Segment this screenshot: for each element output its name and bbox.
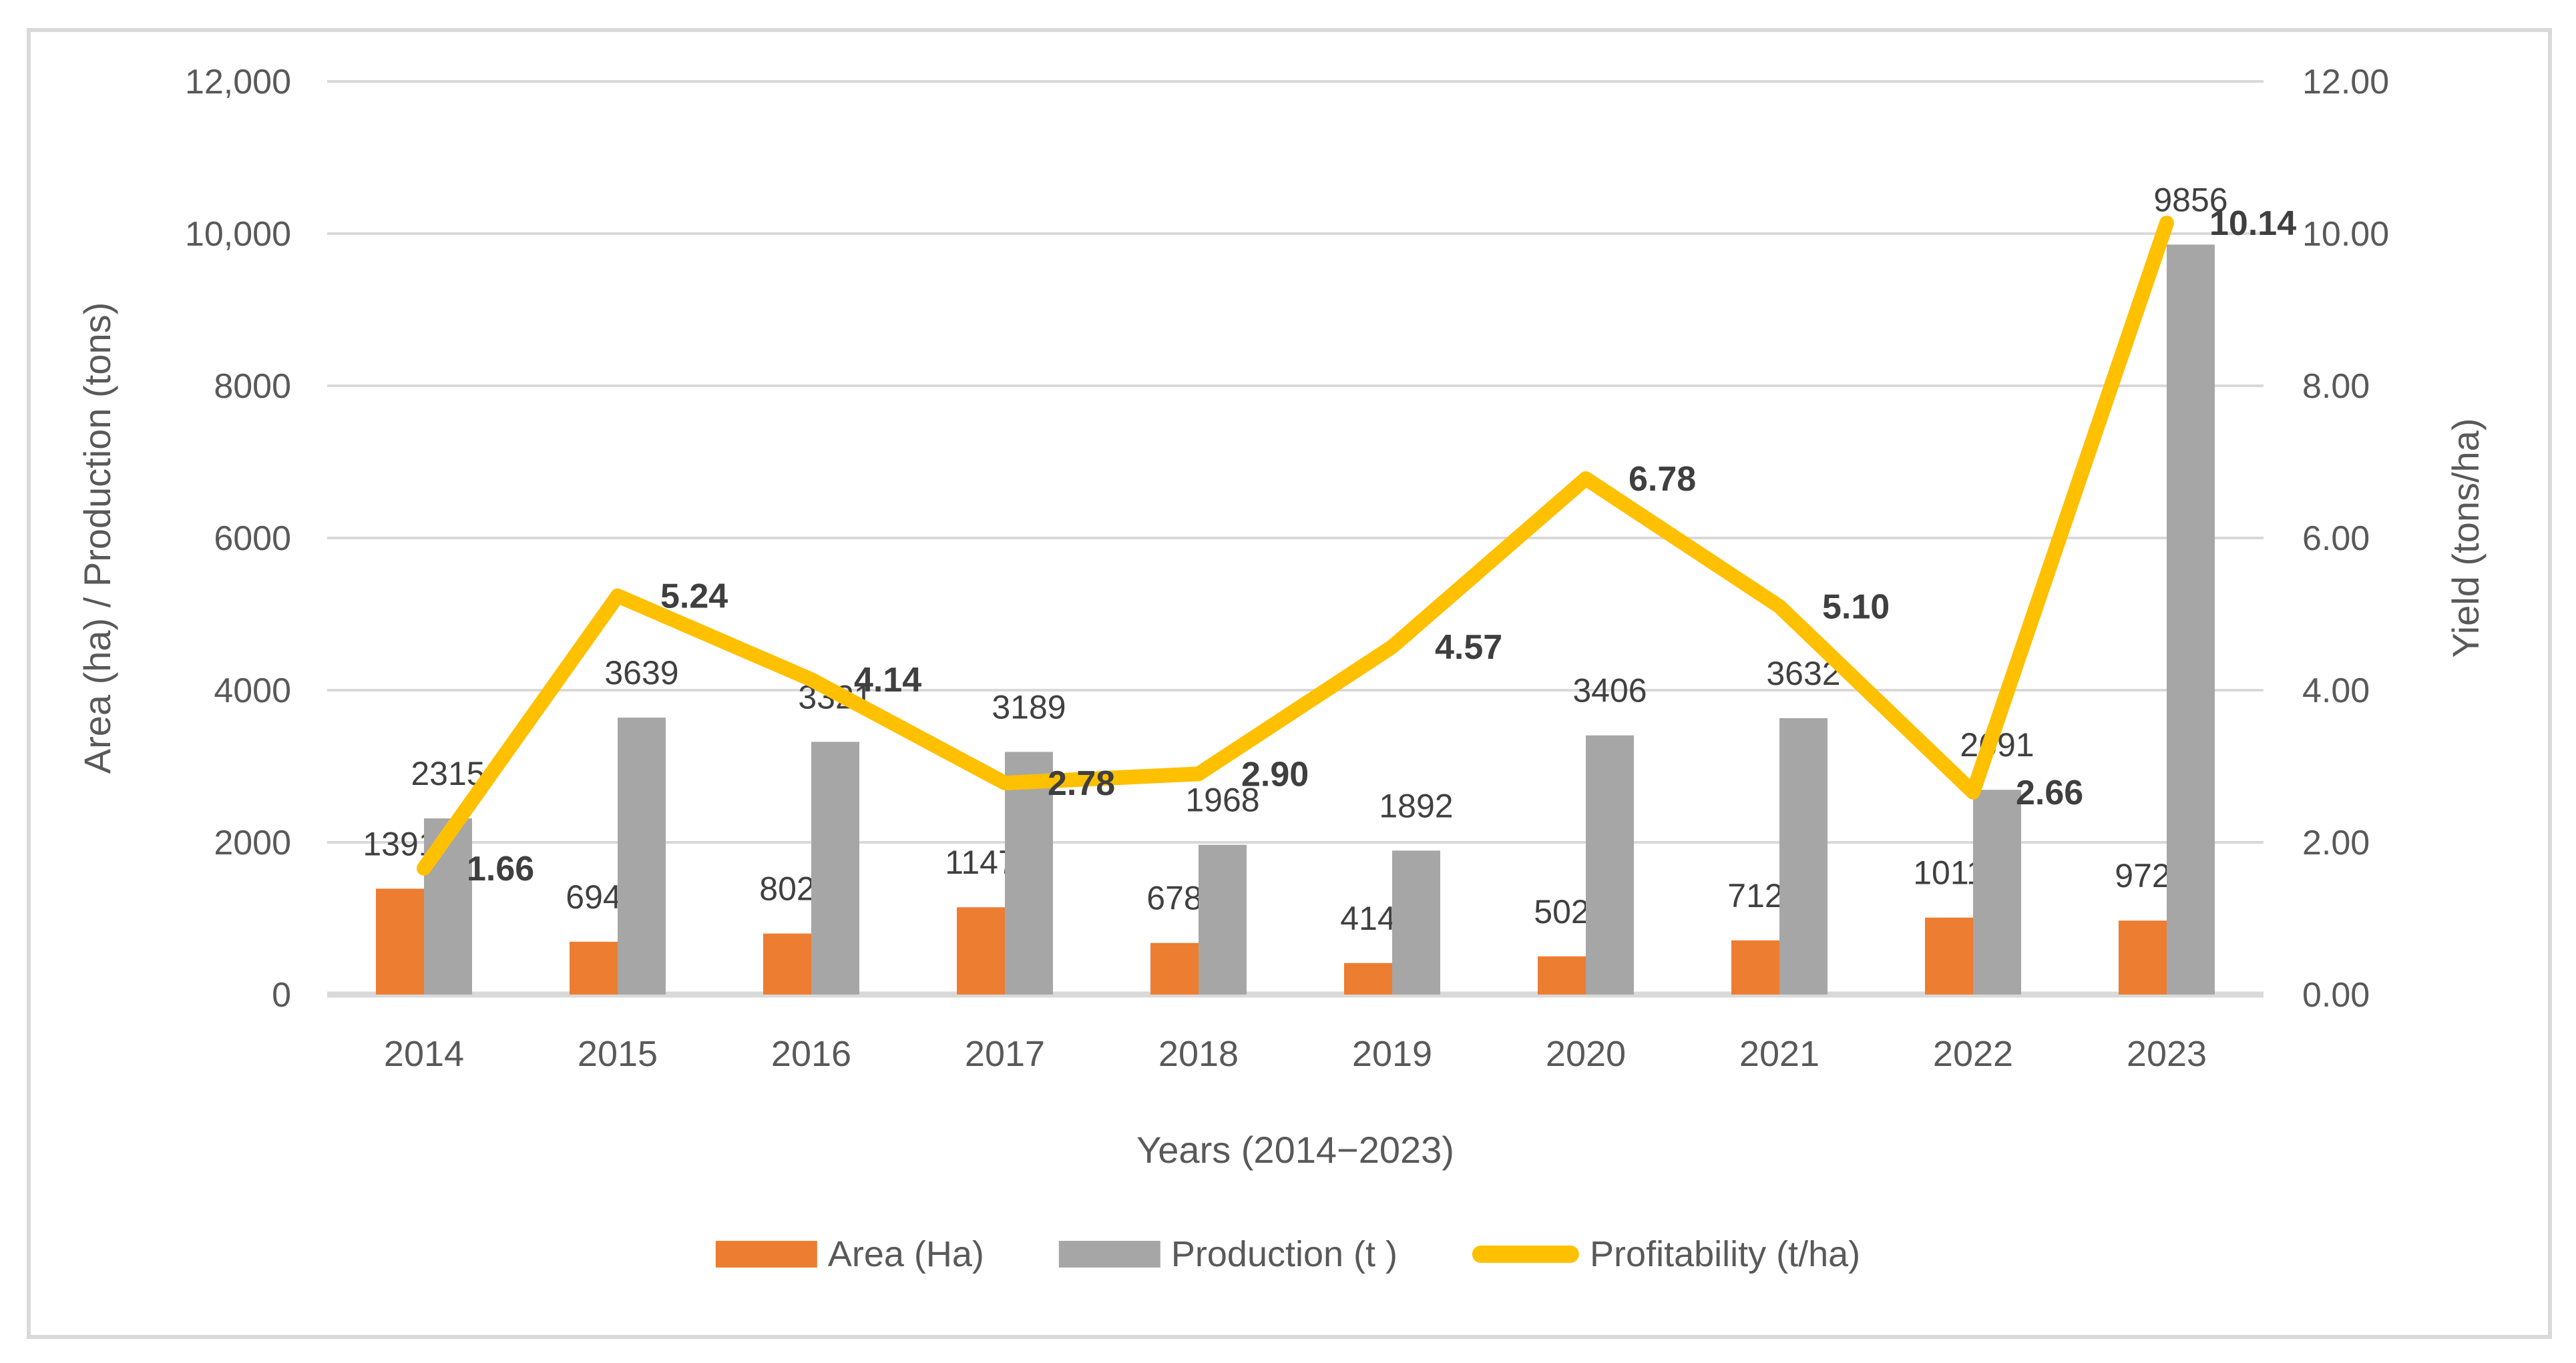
production-bar: [2167, 244, 2215, 995]
profitability-line-swatch: [1472, 1246, 1580, 1263]
area-bar: [1344, 963, 1392, 995]
left-axis-tick: 4000: [214, 671, 291, 710]
production-bar: [1586, 735, 1634, 995]
x-axis-tick: 2020: [1546, 1034, 1626, 1074]
area-bar: [1925, 917, 1973, 995]
production-bar: [811, 742, 859, 995]
x-axis-tick: 2015: [578, 1034, 658, 1074]
right-axis-tick: 4.00: [2302, 671, 2370, 710]
area-value-label: 678: [1146, 880, 1202, 917]
area-bar: [1538, 956, 1586, 995]
left-axis-tick: 10,000: [185, 215, 291, 254]
area-bar: [570, 941, 618, 995]
area-value-label: 712: [1727, 877, 1783, 914]
area-swatch: [715, 1241, 817, 1268]
profitability-value-label: 5.10: [1822, 588, 1890, 627]
production-value-label: 1968: [1185, 782, 1259, 819]
legend-label-production: Production (t ): [1170, 1234, 1398, 1274]
profitability-value-label: 10.14: [2209, 204, 2296, 243]
area-value-label: 802: [759, 870, 815, 908]
legend-label-area: Area (Ha): [827, 1234, 984, 1274]
right-axis-tick: 0.00: [2302, 976, 2370, 1015]
legend: Area (Ha) Production (t ) Profitability …: [715, 1234, 1860, 1275]
x-axis-tick: 2022: [1933, 1034, 2013, 1074]
right-axis-tick: 6.00: [2302, 519, 2370, 558]
area-bar: [1731, 940, 1779, 995]
x-axis-tick: 2016: [771, 1034, 851, 1074]
legend-label-profitability: Profitability (t/ha): [1590, 1234, 1861, 1274]
area-bar: [763, 933, 811, 995]
x-axis-tick: 2019: [1352, 1034, 1432, 1074]
area-bar: [957, 907, 1005, 995]
profitability-value-label: 2.90: [1241, 755, 1309, 794]
right-axis-tick: 10.00: [2302, 215, 2389, 254]
production-bar: [1973, 790, 2021, 995]
area-value-label: 694: [566, 878, 621, 916]
production-swatch: [1058, 1241, 1160, 1268]
production-value-label: 3189: [992, 688, 1066, 726]
x-axis-tick: 2017: [965, 1034, 1045, 1074]
x-axis-tick: 2018: [1158, 1034, 1239, 1074]
production-bar: [1005, 752, 1053, 995]
production-bar: [618, 718, 666, 995]
production-bar: [1199, 844, 1247, 995]
area-bar: [376, 888, 424, 995]
profitability-value-label: 4.57: [1435, 628, 1502, 667]
area-value-label: 972: [2115, 857, 2170, 894]
profitability-value-label: 2.78: [1048, 764, 1115, 803]
left-axis-tick: 0: [272, 976, 291, 1015]
area-value-label: 1147: [945, 844, 1017, 881]
area-value-label: 414: [1340, 900, 1396, 937]
profitability-value-label: 4.14: [854, 661, 921, 700]
production-value-label: 3406: [1572, 672, 1647, 710]
production-bar: [1392, 850, 1440, 995]
production-value-label: 9856: [2153, 181, 2227, 218]
production-value-label: 2315: [411, 755, 485, 792]
x-axis-tick: 2014: [384, 1034, 464, 1074]
area-bar: [2119, 920, 2167, 995]
profitability-value-label: 1.66: [467, 850, 534, 888]
production-value-label: 1892: [1379, 787, 1453, 824]
production-bar: [1779, 718, 1828, 995]
left-axis-tick: 6000: [214, 519, 291, 558]
legend-item-area: Area (Ha): [715, 1234, 984, 1275]
right-axis-tick: 8.00: [2302, 367, 2370, 406]
profitability-value-label: 6.78: [1629, 460, 1696, 499]
right-axis-tick: 2.00: [2302, 824, 2370, 862]
x-axis-title: Years (2014−2023): [1136, 1129, 1454, 1171]
production-value-label: 3639: [604, 654, 678, 692]
right-axis-tick: 12.00: [2302, 63, 2389, 101]
profitability-line: [417, 216, 2174, 876]
chart-frame: [27, 28, 2552, 1339]
x-axis-tick: 2023: [2127, 1034, 2207, 1074]
legend-item-production: Production (t ): [1058, 1234, 1398, 1275]
x-axis-tick: 2021: [1739, 1034, 1819, 1074]
left-axis-tick: 8000: [214, 367, 291, 406]
left-axis-title: Area (ha) / Production (tons): [76, 302, 118, 774]
left-axis-tick: 12,000: [185, 63, 291, 101]
area-bar: [1150, 942, 1199, 995]
area-value-label: 1011: [1913, 854, 1985, 892]
profitability-value-label: 5.24: [660, 577, 728, 616]
legend-item-profitability: Profitability (t/ha): [1472, 1234, 1860, 1275]
right-axis-title: Yield (tons/ha): [2444, 419, 2487, 658]
area-value-label: 502: [1534, 893, 1589, 930]
profitability-value-label: 2.66: [2016, 774, 2083, 812]
left-axis-tick: 2000: [214, 824, 291, 862]
